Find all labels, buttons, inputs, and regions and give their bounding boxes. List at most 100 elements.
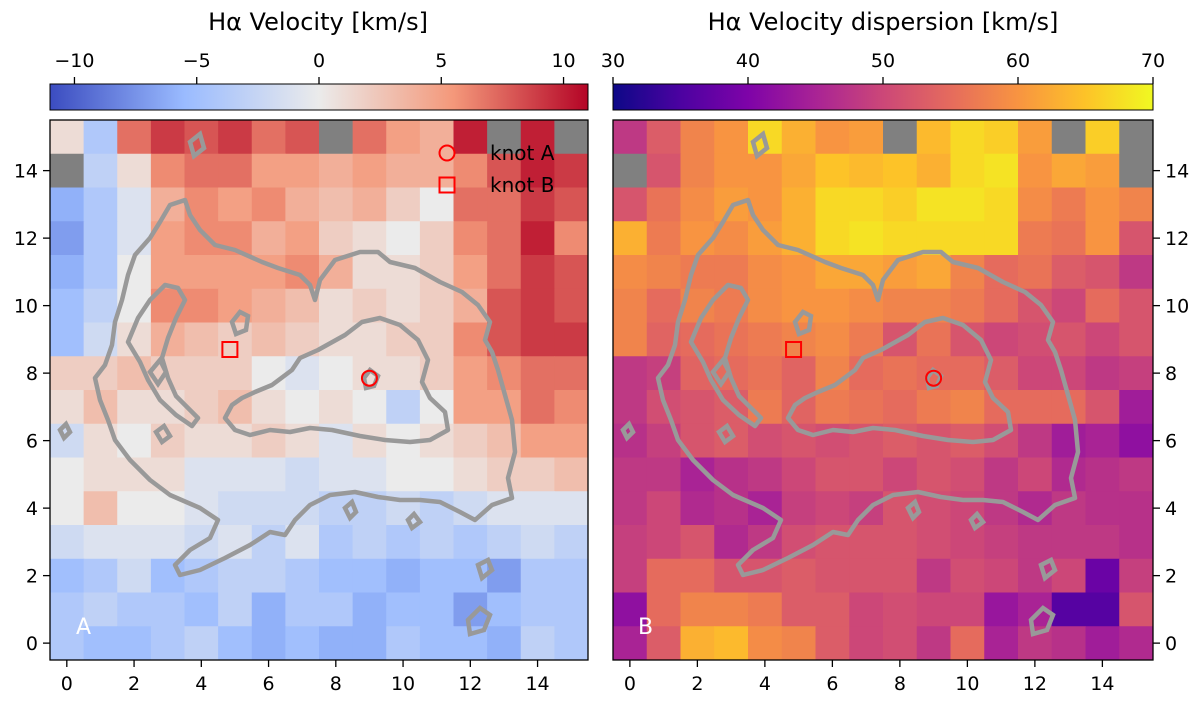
heatmap-cell: [352, 558, 387, 594]
heatmap-cell: [1119, 592, 1153, 627]
heatmap-cell: [520, 558, 555, 594]
marker-knot-b: [221, 341, 239, 358]
heatmap-cell: [554, 457, 588, 492]
heatmap-cell: [352, 120, 387, 155]
heatmap-cell: [748, 626, 783, 660]
heatmap-cell: [1085, 322, 1120, 357]
x-tick-label: 14: [1090, 673, 1114, 695]
heatmap-cell: [218, 120, 253, 155]
heatmap-cell: [1085, 255, 1120, 290]
heatmap-cell: [386, 626, 421, 660]
heatmap-cell: [883, 221, 918, 256]
heatmap-cell: [352, 153, 387, 189]
heatmap-cell: [520, 322, 555, 357]
heatmap-cell: [849, 558, 884, 594]
heatmap-cell: [50, 390, 85, 425]
heatmap-cell: [1018, 356, 1053, 391]
legend-square-marker: [438, 176, 456, 194]
heatmap-cell: [453, 390, 488, 425]
heatmap-cell: [83, 221, 118, 256]
heatmap-cell: [815, 626, 850, 660]
colorbar-tick-label: 60: [1006, 50, 1030, 72]
heatmap-cell: [117, 221, 152, 256]
axes-b: 0 2 4 6 8 10 12 14 0 2 4 6 8 10 12 14: [624, 161, 1189, 695]
heatmap-cell: [680, 592, 715, 627]
heatmap-cell: [487, 660, 521, 694]
heatmap-cell: [680, 221, 715, 256]
heatmap-cell: [184, 626, 219, 660]
heatmap-cell: [285, 626, 320, 660]
heatmap-cell: [950, 255, 985, 290]
contour-small-7: [1028, 605, 1056, 637]
heatmap-cell: [1085, 491, 1120, 526]
heatmap-cell: [883, 525, 918, 560]
contour-small-5: [620, 420, 636, 442]
y-tick-label: 2: [1165, 566, 1177, 588]
heatmap-cell: [419, 592, 455, 627]
heatmap-cell: [984, 660, 1018, 694]
heatmap-cell: [453, 525, 488, 560]
heatmap-cell: [50, 288, 85, 324]
heatmap-cell: [1018, 390, 1053, 425]
contour-small-10: [968, 510, 987, 532]
heatmap-cell: [554, 356, 588, 391]
heatmap-cell: [1018, 255, 1053, 290]
heatmap-cell: [251, 120, 286, 155]
heatmap-cell: [849, 390, 884, 425]
heatmap-cell: [419, 153, 455, 189]
heatmap-cell: [319, 626, 354, 660]
contour-inner: [222, 315, 451, 445]
heatmap-cell: [646, 187, 682, 222]
heatmap-cell: [646, 120, 682, 155]
heatmap-cell: [1085, 592, 1120, 627]
contour-small-5: [57, 420, 73, 442]
heatmap-cell: [117, 592, 152, 627]
heatmap-cell: [117, 558, 152, 594]
y-tick-label: 12: [1165, 228, 1189, 250]
heatmap-cell: [613, 322, 648, 357]
heatmap-cell: [1085, 356, 1120, 391]
x-tick-label: 4: [759, 673, 771, 695]
heatmap-cell: [781, 626, 817, 660]
heatmap-cell: [319, 288, 354, 324]
heatmap-cell: [1119, 660, 1153, 694]
panel-a: Hα Velocity [km/s] −10 −5 0 5 10 0 2 4 6 8 10 12 14…: [14, 8, 589, 695]
heatmap-cell: [917, 660, 951, 694]
y-tick-label: 14: [14, 161, 38, 183]
heatmap-cell: [50, 356, 85, 391]
heatmap-cell: [453, 153, 488, 189]
heatmap-cell: [613, 390, 648, 425]
heatmap-cell: [487, 288, 522, 324]
heatmap-cell: [520, 390, 555, 425]
heatmap-cell: [319, 153, 354, 189]
heatmap-cell: [680, 187, 715, 222]
heatmap-cell: [50, 221, 85, 256]
heatmap-cell: [319, 221, 354, 256]
heatmap-cell: [1051, 187, 1087, 222]
heatmap-cell: [1085, 525, 1120, 560]
heatmap-cell: [50, 457, 85, 492]
contour-small-9: [905, 498, 922, 522]
y-tick-label: 12: [14, 228, 38, 250]
heatmap-cell: [83, 187, 118, 222]
heatmap-cell: [883, 626, 918, 660]
legend-label-knot-b: knot B: [490, 173, 554, 197]
heatmap-cell: [251, 626, 286, 660]
heatmap-cell: [849, 626, 884, 660]
heatmap-cell: [815, 187, 850, 222]
heatmap-cell: [1018, 423, 1053, 459]
markers-a: [221, 341, 378, 387]
heatmap-cell: [984, 558, 1019, 594]
contour-small-1: [229, 309, 251, 337]
heatmap-cell: [646, 457, 682, 492]
heatmap-cell: [487, 558, 522, 594]
heatmap-cell: [714, 153, 749, 189]
y-tick-label: 8: [26, 363, 38, 385]
x-tick-label: 6: [263, 673, 275, 695]
heatmap-cell: [1119, 491, 1153, 526]
heatmap-cell: [83, 491, 118, 526]
y-tick-label: 10: [1165, 296, 1189, 318]
plot-a-frame: [49, 119, 589, 661]
heatmap-cell: [251, 592, 286, 627]
heatmap-cell: [1119, 390, 1153, 425]
